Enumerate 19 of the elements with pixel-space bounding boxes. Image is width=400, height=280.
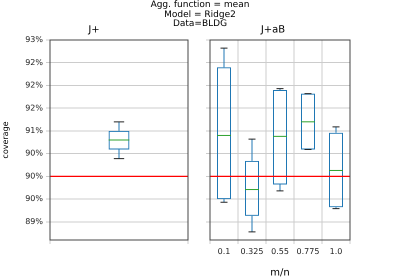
y-tick-label: 90% [25,194,44,204]
chart-title: J+ [87,24,100,36]
x-tick-label: 0.55 [271,246,289,256]
text: Agg. function = mean Model = Ridge2 Data=BLDG [140,0,260,30]
y-axis-title: coverage [0,121,10,159]
x-axis-title: m/n [270,268,290,279]
y-tick-label: 90% [25,171,44,180]
y-tick-label: 92% [25,80,44,90]
x-tick-label: 0.325 [240,246,264,256]
x-tick-label: 1.0 [330,246,342,256]
chart-title: J+aB [260,24,286,36]
y-tick-label: 92% [25,58,44,67]
y-tick-label: 90% [25,148,44,158]
y-tick-label: 93% [25,35,44,44]
x-tick-label: 0.1 [218,246,230,256]
y-tick-label: 89% [25,216,44,226]
y-tick-label: 92% [25,103,44,112]
x-tick-label: 0.775 [296,246,320,256]
y-tick-label: 91% [25,126,44,135]
